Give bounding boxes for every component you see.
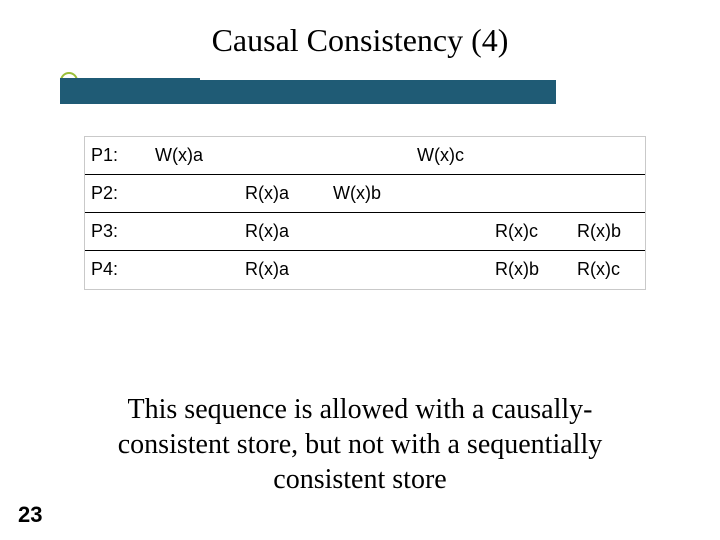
op-cell: R(x)b xyxy=(577,213,657,250)
op-cell xyxy=(417,251,497,288)
op-cell xyxy=(333,251,413,288)
execution-table: P1: W(x)a W(x)c P2: R(x)a W(x)b P3: R(x)… xyxy=(84,136,646,290)
op-cell: R(x)a xyxy=(245,175,325,212)
op-cell: R(x)c xyxy=(495,213,575,250)
table-row: P1: W(x)a W(x)c xyxy=(85,137,645,175)
op-cell: W(x)c xyxy=(417,137,497,174)
process-label: P3: xyxy=(91,213,151,250)
op-cell xyxy=(155,251,245,288)
op-cell xyxy=(333,213,413,250)
slide-title: Causal Consistency (4) xyxy=(212,22,509,58)
op-cell: R(x)a xyxy=(245,213,325,250)
op-cell: W(x)b xyxy=(333,175,413,212)
caption-text: This sequence is allowed with a causally… xyxy=(100,392,620,497)
table-row: P4: R(x)a R(x)b R(x)c xyxy=(85,251,645,289)
op-cell xyxy=(155,175,245,212)
op-cell xyxy=(577,175,657,212)
table-row: P2: R(x)a W(x)b xyxy=(85,175,645,213)
op-cell xyxy=(495,175,575,212)
op-cell: R(x)c xyxy=(577,251,657,288)
op-cell: W(x)a xyxy=(155,137,245,174)
op-cell xyxy=(577,137,657,174)
op-cell xyxy=(155,213,245,250)
op-cell xyxy=(245,137,325,174)
slide: Causal Consistency (4) P1: W(x)a W(x)c P… xyxy=(0,0,720,540)
op-cell: R(x)b xyxy=(495,251,575,288)
process-label: P2: xyxy=(91,175,151,212)
op-cell xyxy=(417,213,497,250)
process-label: P4: xyxy=(91,251,151,288)
op-cell xyxy=(495,137,575,174)
process-label: P1: xyxy=(91,137,151,174)
title-area: Causal Consistency (4) xyxy=(0,22,720,59)
title-rule-thick xyxy=(60,80,556,104)
page-number: 23 xyxy=(18,502,42,528)
op-cell xyxy=(417,175,497,212)
op-cell: R(x)a xyxy=(245,251,325,288)
op-cell xyxy=(333,137,413,174)
table-row: P3: R(x)a R(x)c R(x)b xyxy=(85,213,645,251)
